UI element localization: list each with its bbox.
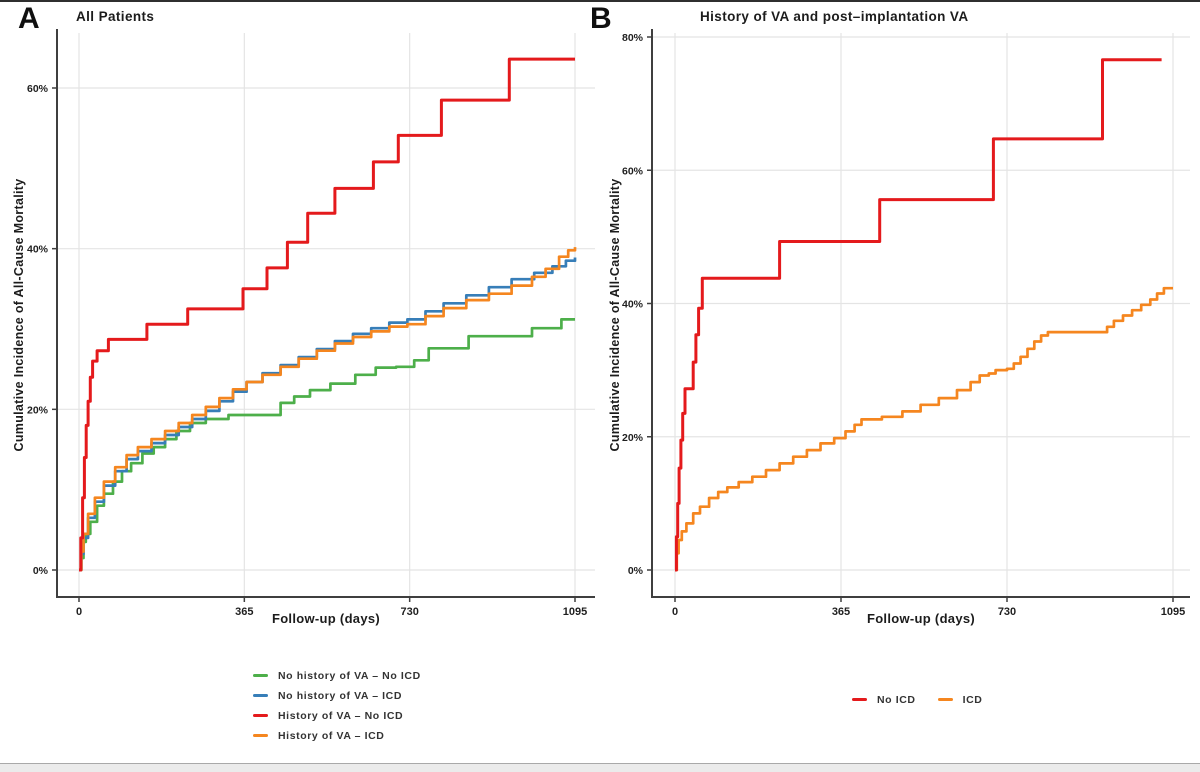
legend-item: No history of VA – No ICD	[253, 669, 421, 682]
orange-line-swatch-icon	[253, 733, 268, 738]
legend-item: No ICD	[852, 693, 916, 706]
green-line-swatch-icon	[253, 673, 268, 678]
y-tick-label: 0%	[33, 565, 49, 577]
y-tick-label: 40%	[622, 299, 644, 311]
y-tick-label: 60%	[622, 165, 644, 177]
panel-a-title: All Patients	[76, 9, 155, 24]
legend-label: History of VA – No ICD	[278, 709, 404, 722]
legend-label: History of VA – ICD	[278, 729, 385, 742]
y-tick-label: 20%	[622, 432, 644, 444]
y-tick-label: 80%	[622, 32, 644, 44]
figure-top-border	[0, 0, 1200, 2]
legend-label: No ICD	[877, 693, 916, 706]
series-curve-history-of-va-no-icd	[79, 57, 575, 572]
legend-label: No history of VA – ICD	[278, 689, 403, 702]
legend-item: ICD	[937, 693, 983, 706]
panel-b-chart: 0 365 730 1095 0% 20% 40% 60% 80%	[622, 29, 1190, 618]
panel-b-legend: No ICD ICD	[852, 693, 983, 706]
series-curve-no-history-of-va-no-icd	[79, 318, 575, 572]
panel-a-x-axis-label: Follow-up (days)	[271, 611, 381, 626]
panel-a-y-axis-label: Cumulative Incidence of All-Cause Mortal…	[12, 178, 26, 452]
panel-b-title: History of VA and post–implantation VA	[700, 9, 969, 24]
x-tick-label: 1095	[563, 606, 587, 618]
panel-a-chart: 0 365 730 1095 0% 20% 40% 60%	[27, 29, 595, 618]
legend-label: ICD	[962, 693, 983, 706]
legend-item: History of VA – ICD	[253, 729, 421, 742]
series-curve-icd	[675, 286, 1173, 572]
y-tick-label: 0%	[628, 565, 644, 577]
y-tick-label: 60%	[27, 83, 49, 95]
y-tick-label: 40%	[27, 244, 49, 256]
panel-b-x-axis-label: Follow-up (days)	[866, 611, 976, 626]
blue-line-swatch-icon	[253, 693, 268, 698]
panel-b-y-axis-label: Cumulative Incidence of All-Cause Mortal…	[608, 178, 622, 452]
red-line-swatch-icon	[253, 713, 268, 718]
x-tick-label: 730	[400, 606, 418, 618]
legend-item: History of VA – No ICD	[253, 709, 421, 722]
series-curve-no-history-of-va-icd	[79, 257, 577, 572]
x-tick-label: 1095	[1161, 606, 1185, 618]
series-curve-history-of-va-icd	[79, 247, 577, 572]
legend-item: No history of VA – ICD	[253, 689, 421, 702]
panel-b-letter: B	[590, 2, 613, 35]
x-tick-label: 365	[832, 606, 850, 618]
orange-line-swatch-icon	[937, 697, 953, 702]
x-tick-label: 730	[998, 606, 1016, 618]
panel-a-legend: No history of VA – No ICD No history of …	[253, 669, 421, 742]
x-tick-label: 365	[235, 606, 253, 618]
panel-a-letter: A	[18, 2, 41, 35]
y-tick-label: 20%	[27, 404, 49, 416]
legend-label: No history of VA – No ICD	[278, 669, 421, 682]
series-curve-no-icd	[674, 58, 1162, 572]
figure-bottom-bar	[0, 763, 1200, 772]
red-line-swatch-icon	[852, 697, 867, 702]
x-tick-label: 0	[76, 606, 82, 618]
x-tick-label: 0	[672, 606, 678, 618]
